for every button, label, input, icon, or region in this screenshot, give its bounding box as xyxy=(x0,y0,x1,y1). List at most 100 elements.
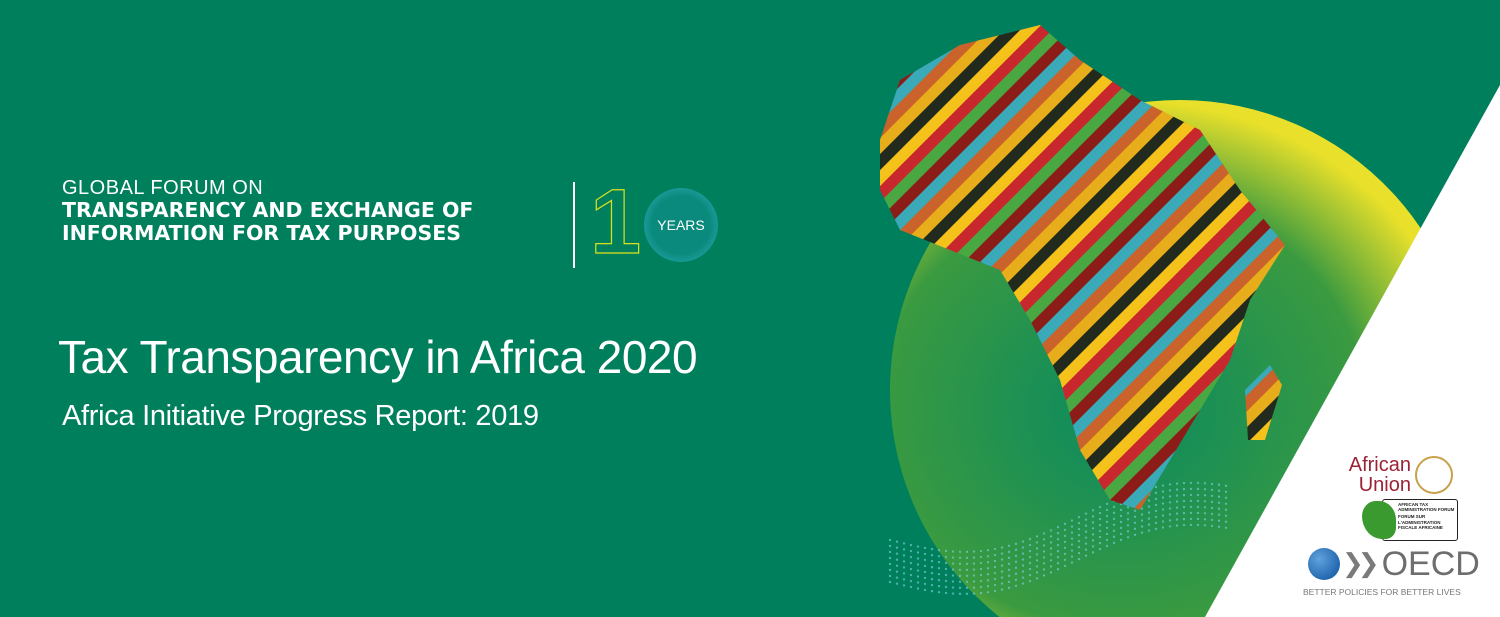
wave-dot xyxy=(1042,538,1046,541)
wave-dot xyxy=(1007,568,1011,572)
wave-dot xyxy=(1056,550,1060,553)
wave-dot xyxy=(1091,521,1095,524)
wave-dot xyxy=(1070,555,1074,558)
wave-dot xyxy=(1119,538,1123,542)
wave-dot xyxy=(951,568,955,571)
wave-dot xyxy=(1056,526,1060,529)
wave-dot xyxy=(1217,483,1221,486)
wave-dot xyxy=(1210,488,1214,492)
wave-dot xyxy=(1021,570,1025,573)
wave-dot xyxy=(937,584,941,588)
wave-dot xyxy=(972,568,976,571)
wave-dot xyxy=(1217,513,1221,516)
wave-dot xyxy=(923,564,927,568)
wave-dot xyxy=(916,569,920,572)
wave-dot xyxy=(1168,489,1172,492)
wave-dot xyxy=(1098,535,1102,539)
wave-dot xyxy=(916,581,920,584)
wave-dot xyxy=(944,585,948,589)
wave-dot xyxy=(1077,539,1081,543)
wave-dot xyxy=(1042,556,1046,559)
wave-dot xyxy=(993,571,997,575)
wave-dot xyxy=(972,556,976,559)
wave-dot xyxy=(923,546,927,550)
wave-dot xyxy=(1084,518,1088,521)
wave-dot xyxy=(1077,527,1081,531)
wave-dot xyxy=(1098,517,1102,521)
wave-dot xyxy=(1098,511,1102,515)
wave-dot xyxy=(1203,512,1207,515)
wave-dot xyxy=(1056,532,1060,535)
wave-dot xyxy=(1084,554,1088,557)
wave-dot xyxy=(1091,539,1095,542)
wave-dot xyxy=(930,559,934,563)
wave-dot xyxy=(965,568,969,572)
wave-dot xyxy=(888,538,892,542)
wave-dot xyxy=(1203,482,1207,485)
wave-dot xyxy=(1182,505,1186,509)
wave-dot xyxy=(1175,518,1179,521)
wave-dot xyxy=(1175,506,1179,509)
wave-dot xyxy=(1161,508,1165,511)
wave-dot xyxy=(951,580,955,583)
wave-dot xyxy=(1224,508,1228,511)
wave-dot xyxy=(944,567,948,571)
wave-dot xyxy=(986,590,990,594)
wave-dot xyxy=(944,573,948,577)
wave-dot xyxy=(1091,533,1095,536)
wave-dot xyxy=(1182,517,1186,521)
wave-dot xyxy=(1119,532,1123,536)
wave-dot xyxy=(1217,495,1221,498)
wave-dot xyxy=(937,572,941,576)
wave-dot xyxy=(1203,524,1207,527)
wave-dot xyxy=(944,549,948,553)
wave-dot xyxy=(986,584,990,588)
wave-dot xyxy=(1175,512,1179,515)
wave-dot xyxy=(1070,543,1074,546)
wave-dot xyxy=(965,550,969,554)
wave-dot xyxy=(909,561,913,565)
wave-dot xyxy=(1077,533,1081,537)
wave-dot xyxy=(895,570,899,573)
wave-dot xyxy=(1217,489,1221,492)
wave-dot xyxy=(1210,500,1214,504)
wave-dot xyxy=(1028,579,1032,583)
wave-dot xyxy=(958,562,962,566)
wave-dot xyxy=(909,555,913,559)
wave-dot xyxy=(1035,535,1039,538)
wave-dot xyxy=(1028,549,1032,553)
global-forum-logo: GLOBAL FORUM ON TRANSPARENCY AND EXCHANG… xyxy=(62,178,473,243)
wave-dot xyxy=(930,577,934,581)
wave-dot xyxy=(965,574,969,578)
wave-dot xyxy=(986,572,990,576)
wave-dot xyxy=(979,555,983,559)
wave-dot xyxy=(1133,533,1137,537)
wave-dot xyxy=(1007,550,1011,554)
wave-dot xyxy=(1028,567,1032,571)
wave-dot xyxy=(944,591,948,595)
wave-dot xyxy=(1161,496,1165,499)
wave-dot xyxy=(1063,558,1067,562)
ataf-logo: AFRICAN TAX ADMINISTRATION FORUM FORUM S… xyxy=(1362,499,1458,541)
wave-dot xyxy=(1098,547,1102,551)
wave-dot xyxy=(937,554,941,558)
wave-dot xyxy=(1154,527,1158,531)
wave-dot xyxy=(895,540,899,543)
wave-dot xyxy=(1028,573,1032,577)
wave-dot xyxy=(1000,582,1004,585)
wave-dot xyxy=(1161,526,1165,529)
wave-dot xyxy=(888,574,892,578)
wave-dot xyxy=(979,573,983,577)
page-title: Tax Transparency in Africa 2020 xyxy=(58,331,698,383)
wave-dot xyxy=(916,545,920,548)
wave-dot xyxy=(979,549,983,553)
wave-dot xyxy=(1084,542,1088,545)
wave-dot xyxy=(902,560,906,563)
wave-dot xyxy=(916,557,920,560)
wave-dot xyxy=(1056,544,1060,547)
wave-dot xyxy=(1049,547,1053,550)
africa-stripe xyxy=(880,25,917,67)
wave-dot xyxy=(1196,511,1200,515)
years-badge: YEARS xyxy=(644,188,718,262)
wave-dot xyxy=(1049,571,1053,574)
